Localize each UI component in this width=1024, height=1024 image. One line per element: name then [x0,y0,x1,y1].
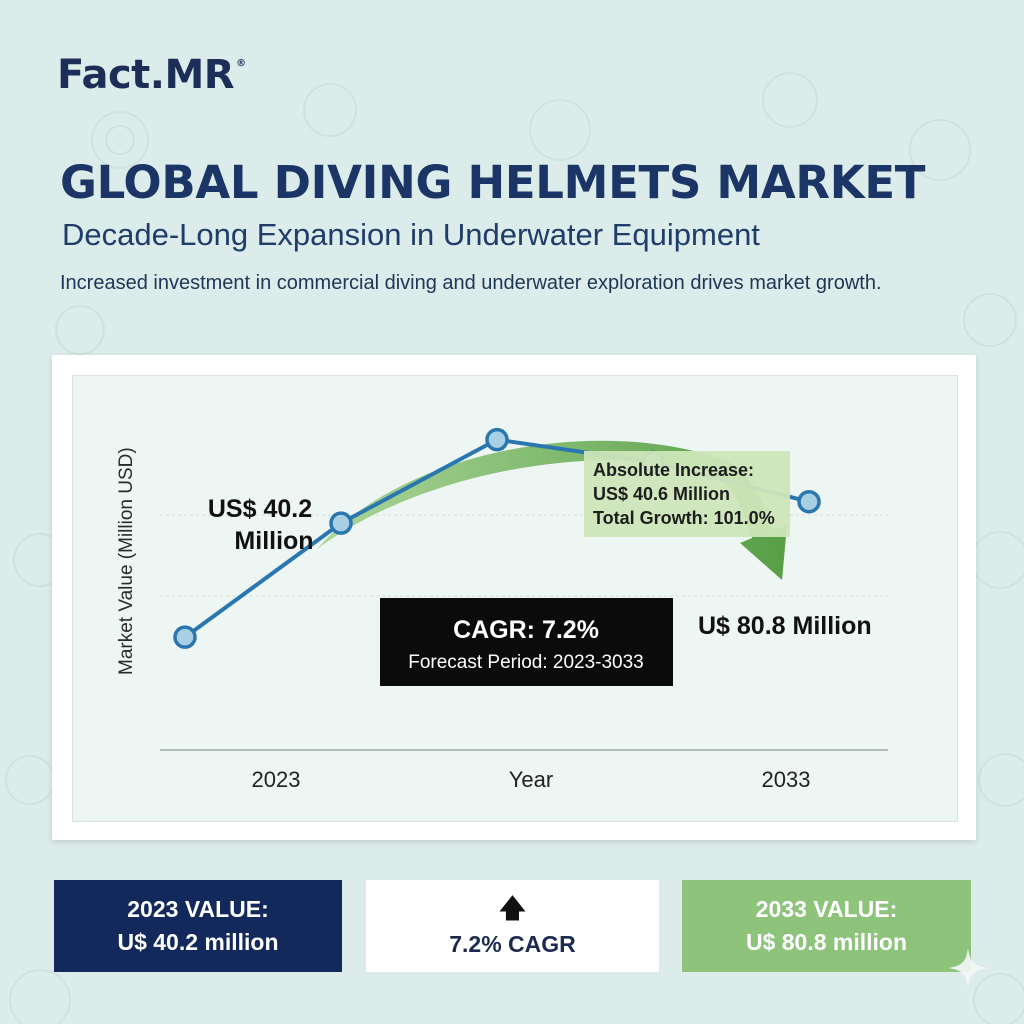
value-2033-card: 2033 VALUE: U$ 80.8 million [682,880,971,972]
value-2023-amount: U$ 40.2 million [117,929,279,955]
page-title: GLOBAL DIVING HELMETS MARKET [60,156,926,209]
value-2023-title: 2023 VALUE: [127,896,269,922]
arrow-up-icon: 🡅 [499,892,526,923]
x-tick-label-2033: 2033 [762,767,811,792]
cagr-forecast-period: Forecast Period: 2023-3033 [408,652,644,673]
growth-swoosh-arrow [317,440,787,580]
value-2023-card: 2023 VALUE: U$ 40.2 million [54,880,342,972]
data-point-5 [797,489,821,514]
sparkle-icon [948,948,988,988]
increase-line2: US$ 40.6 Million [593,484,730,504]
data-point-2 [329,511,353,535]
increase-line3: Total Growth: 101.0% [593,508,775,528]
cagr-title: CAGR: 7.2% [453,616,599,644]
chart-frame: Market Value (Million USD) 2023 Year 203… [52,355,976,840]
value-2033-title: 2033 VALUE: [755,896,898,922]
x-axis-label: Year [509,767,553,792]
x-tick-label-2023: 2023 [252,767,301,792]
data-points [173,427,821,649]
cagr-card: 🡅 7.2% CAGR [366,880,659,972]
start-value-label-line2: Million [234,527,313,555]
page-tagline: Increased investment in commercial divin… [60,272,882,294]
start-value-label-line1: US$ 40.2 [208,495,312,523]
data-point-3 [485,427,509,452]
absolute-increase-callout: Absolute Increase: US$ 40.6 Million Tota… [584,451,790,537]
y-axis-label: Market Value (Million USD) [116,447,137,675]
end-value-label: U$ 80.8 Million [698,612,872,640]
cagr-card-label: 7.2% CAGR [449,930,576,957]
value-2033-amount: U$ 80.8 million [745,929,908,955]
factmr-logo: Fact.MR ® [57,52,246,98]
cagr-callout: CAGR: 7.2% Forecast Period: 2023-3033 [380,598,673,686]
line-chart: Market Value (Million USD) 2023 Year 203… [116,427,888,792]
data-point-1 [173,625,197,649]
increase-line1: Absolute Increase: [593,460,754,480]
page-subtitle: Decade-Long Expansion in Underwater Equi… [62,217,760,252]
